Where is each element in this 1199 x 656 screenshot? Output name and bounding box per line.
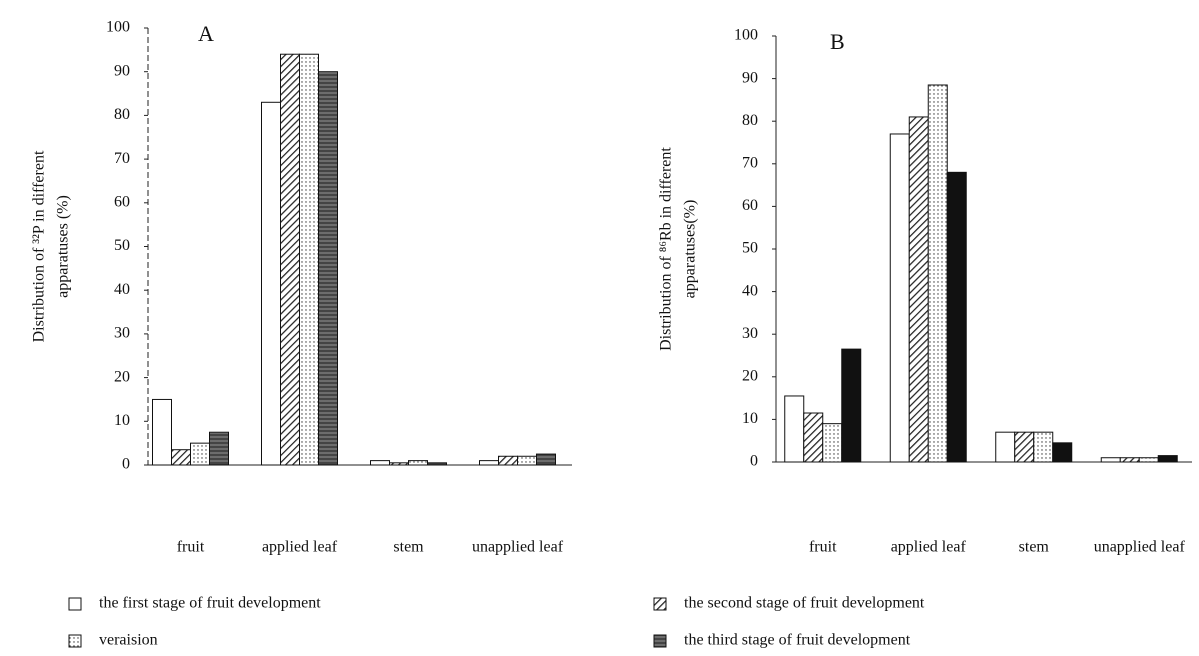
y-tick-label: 50 <box>742 240 758 257</box>
legend-swatch <box>68 597 82 611</box>
y-axis-label: Distribution of ³²P in different <box>31 150 48 342</box>
legend-label: veraision <box>99 632 158 649</box>
bar <box>479 460 499 466</box>
x-tick-label: stem <box>1019 539 1050 556</box>
x-tick-label: fruit <box>177 539 205 556</box>
bar <box>1119 457 1140 463</box>
x-tick-label: applied leaf <box>262 539 338 556</box>
x-tick-label: applied leaf <box>891 539 967 556</box>
bar <box>803 412 824 463</box>
y-tick-label: 90 <box>114 62 130 79</box>
bar <box>1052 442 1073 463</box>
bar <box>908 116 929 463</box>
y-tick-label: 20 <box>742 367 758 384</box>
bar <box>517 455 537 466</box>
bar <box>408 460 428 466</box>
panel-title: A <box>198 21 214 46</box>
bar <box>841 348 862 463</box>
bar <box>889 133 910 463</box>
bar <box>1033 431 1054 463</box>
bar <box>995 431 1016 463</box>
x-tick-label: unapplied leaf <box>1094 539 1186 556</box>
bar <box>152 398 172 466</box>
y-axis-label: apparatuses (%) <box>55 195 72 298</box>
y-tick-label: 0 <box>122 456 130 473</box>
y-axis-label: Distribution of ⁸⁶Rb in different <box>658 147 675 351</box>
bar <box>190 442 210 466</box>
y-tick-label: 40 <box>114 281 130 298</box>
legend-swatch <box>653 597 667 611</box>
bar <box>1138 457 1159 463</box>
y-tick-label: 100 <box>734 27 758 44</box>
bar <box>1014 431 1035 463</box>
y-tick-label: 30 <box>114 325 130 342</box>
y-tick-label: 60 <box>114 193 130 210</box>
bar <box>927 84 948 463</box>
bar <box>299 53 319 466</box>
bar <box>261 101 281 466</box>
y-tick-label: 80 <box>114 106 130 123</box>
y-tick-label: 70 <box>742 154 758 171</box>
x-tick-label: stem <box>393 539 424 556</box>
legend-label: the third stage of fruit development <box>684 632 911 649</box>
bar <box>498 455 518 466</box>
bar <box>318 71 338 466</box>
bar <box>1157 455 1178 463</box>
y-tick-label: 10 <box>114 412 130 429</box>
bar <box>784 395 805 463</box>
bar <box>389 462 409 466</box>
y-tick-label: 60 <box>742 197 758 214</box>
bar <box>171 449 191 466</box>
y-tick-label: 40 <box>742 282 758 299</box>
y-tick-label: 20 <box>114 368 130 385</box>
bar <box>209 431 229 466</box>
x-tick-label: unapplied leaf <box>472 539 564 556</box>
y-tick-label: 0 <box>750 453 758 470</box>
y-tick-label: 100 <box>106 19 130 36</box>
y-tick-label: 90 <box>742 69 758 86</box>
legend-label: the first stage of fruit development <box>99 595 321 612</box>
legend-swatch <box>653 634 667 648</box>
panel-title: B <box>830 29 845 54</box>
bar <box>946 171 967 463</box>
bar <box>370 460 390 466</box>
y-tick-label: 50 <box>114 237 130 254</box>
legend-swatch <box>68 634 82 648</box>
legend-label: the second stage of fruit development <box>684 595 925 612</box>
y-tick-label: 80 <box>742 112 758 129</box>
x-tick-label: fruit <box>809 539 837 556</box>
bar <box>280 53 300 466</box>
bar <box>427 462 447 466</box>
bar <box>1100 457 1121 463</box>
bar <box>822 423 843 463</box>
bar <box>536 453 556 466</box>
y-tick-label: 10 <box>742 410 758 427</box>
y-tick-label: 30 <box>742 325 758 342</box>
y-tick-label: 70 <box>114 150 130 167</box>
y-axis-label: apparatuses(%) <box>682 200 699 299</box>
